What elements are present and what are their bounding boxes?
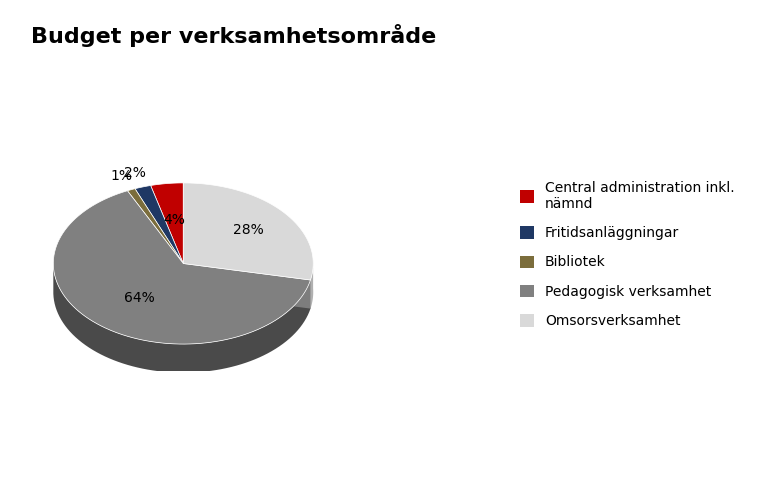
Text: 1%: 1% (111, 169, 133, 183)
Polygon shape (310, 260, 314, 309)
Text: 64%: 64% (124, 291, 155, 305)
Polygon shape (127, 189, 183, 264)
Polygon shape (135, 185, 183, 264)
Polygon shape (183, 183, 314, 280)
Text: Budget per verksamhetsområde: Budget per verksamhetsområde (31, 24, 436, 47)
Text: 4%: 4% (163, 213, 185, 227)
Text: 28%: 28% (234, 224, 264, 238)
Polygon shape (183, 264, 310, 309)
Legend: Central administration inkl.
nämnd, Fritidsanläggningar, Bibliotek, Pedagogisk v: Central administration inkl. nämnd, Frit… (513, 174, 741, 335)
Polygon shape (53, 191, 310, 344)
Polygon shape (151, 183, 183, 264)
Polygon shape (183, 264, 310, 309)
Text: 2%: 2% (124, 166, 146, 180)
Polygon shape (53, 262, 310, 372)
